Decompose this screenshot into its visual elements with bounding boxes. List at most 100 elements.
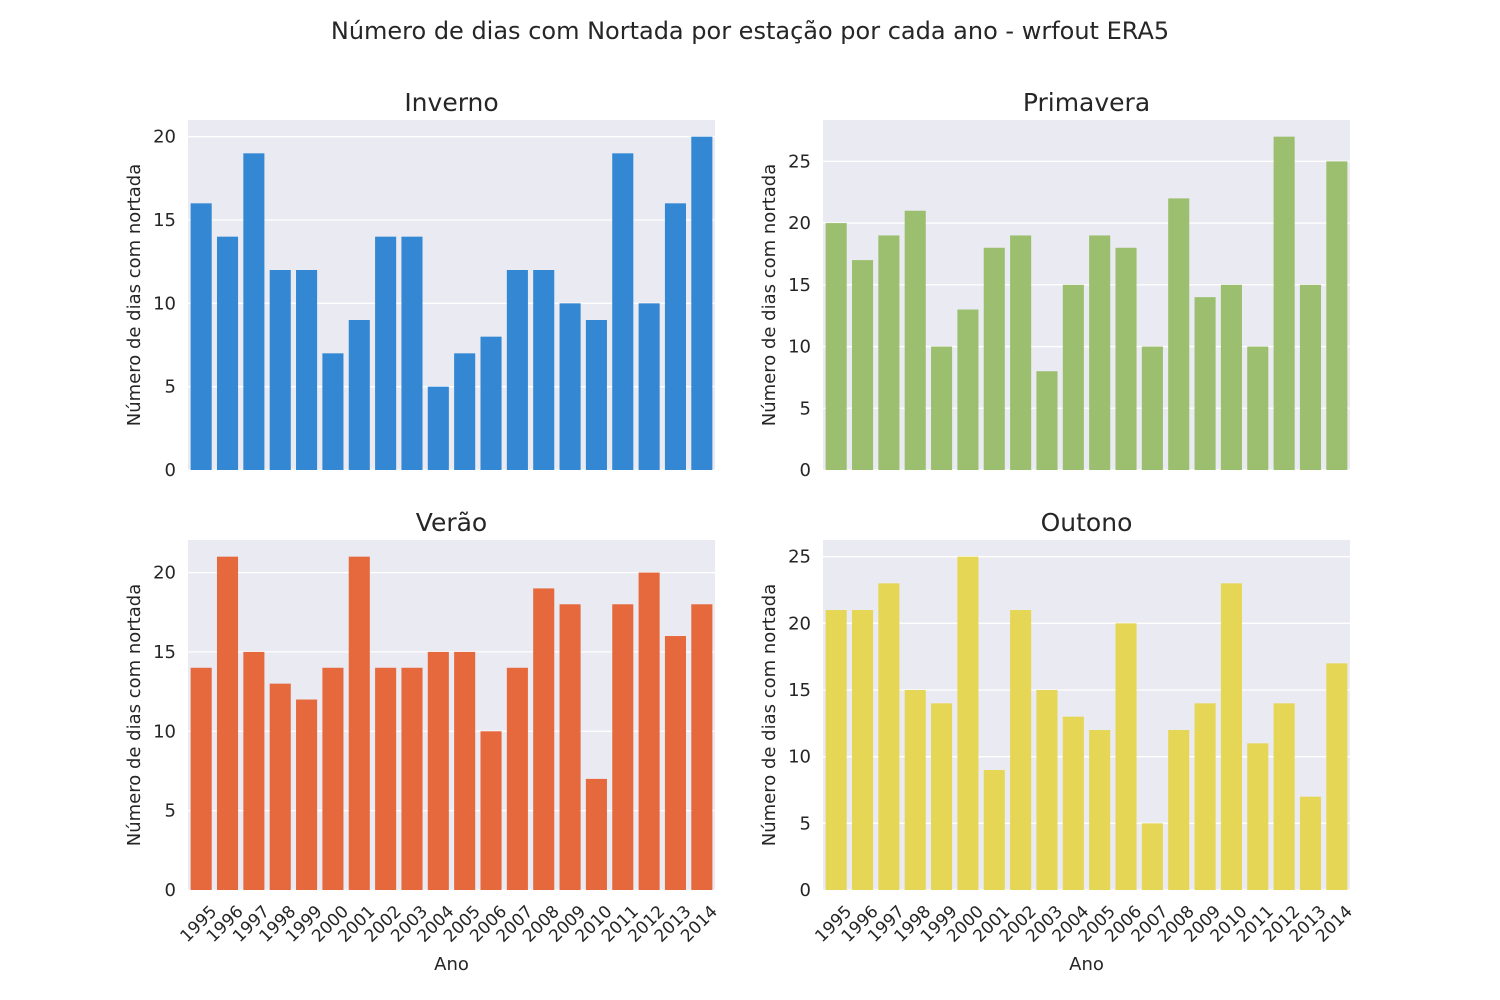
bar-1997 <box>878 235 900 470</box>
y-tick-label: 15 <box>153 642 176 663</box>
bar-2000 <box>322 667 344 890</box>
bar-2011 <box>1247 346 1269 470</box>
bar-1997 <box>243 651 265 890</box>
bar-2005 <box>1089 730 1111 890</box>
y-tick-label: 10 <box>788 747 811 768</box>
bar-1995 <box>190 667 212 890</box>
bar-2007 <box>506 667 528 890</box>
bar-1999 <box>296 270 318 470</box>
y-tick-label: 20 <box>788 213 811 234</box>
bar-1999 <box>296 699 318 890</box>
bar-2005 <box>454 651 476 890</box>
subplot-title: Verão <box>416 508 487 537</box>
y-tick-label: 10 <box>153 293 176 314</box>
bar-2012 <box>1273 703 1295 890</box>
subplot-verao: 0510152019951996199719981999200020012002… <box>124 508 722 975</box>
bar-2001 <box>348 556 370 890</box>
bar-2014 <box>1326 663 1348 890</box>
bar-2001 <box>983 770 1005 890</box>
x-axis-label: Ano <box>434 954 469 975</box>
bar-2008 <box>533 270 555 470</box>
y-tick-label: 15 <box>788 275 811 296</box>
bar-2009 <box>1194 297 1216 470</box>
bar-2000 <box>957 309 979 470</box>
bar-1995 <box>825 223 847 470</box>
bar-2002 <box>375 667 397 890</box>
bar-2012 <box>1273 136 1295 471</box>
bar-1999 <box>931 703 953 890</box>
bar-2013 <box>1299 796 1322 890</box>
bar-1998 <box>269 683 291 890</box>
bar-1996 <box>851 260 874 470</box>
plot-area <box>823 540 1350 890</box>
bar-2003 <box>1036 371 1058 470</box>
bar-1998 <box>904 690 926 890</box>
bar-1995 <box>190 203 212 470</box>
y-axis-label: Número de dias com nortada <box>759 164 780 427</box>
bar-2002 <box>1010 610 1032 890</box>
bar-2014 <box>691 604 713 890</box>
bar-2009 <box>559 303 581 470</box>
y-tick-label: 5 <box>165 801 176 822</box>
y-axis-label: Número de dias com nortada <box>124 164 145 427</box>
bar-2002 <box>375 236 397 470</box>
bar-2009 <box>1194 703 1216 890</box>
bar-2000 <box>957 556 979 890</box>
subplot-primavera: 0 5 10 15 20 25 Primavera Número de dias com no… <box>759 88 1350 481</box>
y-tick-label: 25 <box>788 151 811 172</box>
subplot-title: Inverno <box>404 88 498 117</box>
bar-2013 <box>664 203 687 470</box>
subplot-outono: 0510152025199519961997199819992000200120… <box>759 508 1357 975</box>
y-tick-label: 0 <box>800 880 811 901</box>
subplot-inverno: 0 5 10 15 20 Inverno Número de dias com nortad… <box>124 88 715 481</box>
bar-1996 <box>216 556 239 890</box>
bar-2005 <box>1089 235 1111 470</box>
bar-2004 <box>427 651 449 890</box>
bar-1999 <box>931 346 953 470</box>
bar-2011 <box>612 153 634 470</box>
plot-area <box>188 540 715 890</box>
y-tick-label: 0 <box>165 880 176 901</box>
bar-1998 <box>269 270 291 470</box>
y-tick-label: 0 <box>800 460 811 481</box>
bar-2009 <box>559 604 581 890</box>
bar-2006 <box>1115 247 1137 470</box>
bar-2014 <box>1326 161 1348 471</box>
bar-2004 <box>1062 284 1084 470</box>
y-tick-label: 0 <box>165 460 176 481</box>
bar-2006 <box>480 336 502 470</box>
y-tick-label: 20 <box>153 563 176 584</box>
y-axis-label: Número de dias com nortada <box>759 584 780 847</box>
y-tick-label: 5 <box>800 398 811 419</box>
bar-1997 <box>878 583 900 890</box>
bar-2010 <box>1220 583 1242 890</box>
bar-1996 <box>851 610 874 890</box>
bar-2008 <box>533 588 555 890</box>
bar-2001 <box>348 320 370 470</box>
bar-2007 <box>506 270 528 470</box>
y-tick-label: 5 <box>165 377 176 398</box>
bar-2003 <box>1036 690 1058 890</box>
bar-2012 <box>638 572 660 890</box>
bar-2006 <box>480 731 502 890</box>
bar-2008 <box>1168 730 1190 890</box>
bar-1997 <box>243 153 265 470</box>
bar-1995 <box>825 610 847 890</box>
bar-1998 <box>904 210 926 471</box>
bar-2003 <box>401 236 423 470</box>
bar-2011 <box>1247 743 1269 890</box>
bar-2010 <box>585 778 607 890</box>
bar-2013 <box>1299 284 1322 470</box>
figure-title: Número de dias com Nortada por estação p… <box>331 17 1169 45</box>
bar-2004 <box>1062 716 1084 890</box>
bar-2014 <box>691 136 713 471</box>
y-tick-label: 20 <box>788 613 811 634</box>
y-tick-label: 20 <box>153 127 176 148</box>
y-tick-label: 5 <box>800 813 811 834</box>
y-axis-label: Número de dias com nortada <box>124 584 145 847</box>
y-tick-label: 10 <box>788 337 811 358</box>
bar-2006 <box>1115 623 1137 890</box>
y-tick-label: 10 <box>153 721 176 742</box>
bar-2010 <box>585 320 607 470</box>
subplot-title: Primavera <box>1023 88 1150 117</box>
